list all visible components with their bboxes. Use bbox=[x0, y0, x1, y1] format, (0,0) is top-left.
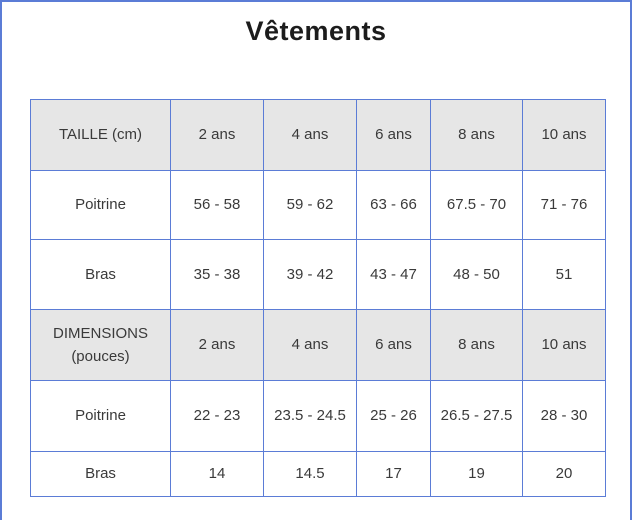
column-header: 6 ans bbox=[356, 99, 431, 171]
table-row-poitrine-cm: Poitrine 56 - 58 59 - 62 63 - 66 67.5 - … bbox=[30, 170, 606, 240]
column-header: 6 ans bbox=[356, 309, 431, 381]
table-cell: 14.5 bbox=[263, 451, 357, 497]
column-header: 8 ans bbox=[430, 99, 523, 171]
table-row-bras-cm: Bras 35 - 38 39 - 42 43 - 47 48 - 50 51 bbox=[30, 239, 606, 310]
table-row-bras-pouces: Bras 14 14.5 17 19 20 bbox=[30, 451, 606, 497]
column-header: 4 ans bbox=[263, 99, 357, 171]
row-label: Bras bbox=[30, 451, 171, 497]
row-label: Bras bbox=[30, 239, 171, 310]
table-cell: 28 - 30 bbox=[522, 380, 606, 452]
table-cell: 17 bbox=[356, 451, 431, 497]
row-label: Poitrine bbox=[30, 380, 171, 452]
table-cell: 43 - 47 bbox=[356, 239, 431, 310]
table-cell: 56 - 58 bbox=[170, 170, 264, 240]
page-title: Vêtements bbox=[245, 16, 387, 46]
table-cell: 25 - 26 bbox=[356, 380, 431, 452]
table-cell: 71 - 76 bbox=[522, 170, 606, 240]
table-cell: 51 bbox=[522, 239, 606, 310]
column-header: 2 ans bbox=[170, 309, 264, 381]
column-header: 10 ans bbox=[522, 99, 606, 171]
table-cell: 26.5 - 27.5 bbox=[430, 380, 523, 452]
table-cell: 35 - 38 bbox=[170, 239, 264, 310]
table-cell: 23.5 - 24.5 bbox=[263, 380, 357, 452]
row-label: Poitrine bbox=[30, 170, 171, 240]
section-header-label: TAILLE (cm) bbox=[30, 99, 171, 171]
section-header-label: DIMENSIONS (pouces) bbox=[30, 309, 171, 381]
table-cell: 22 - 23 bbox=[170, 380, 264, 452]
table-cell: 48 - 50 bbox=[430, 239, 523, 310]
table-cell: 19 bbox=[430, 451, 523, 497]
column-header: 4 ans bbox=[263, 309, 357, 381]
column-header: 10 ans bbox=[522, 309, 606, 381]
table-cell: 39 - 42 bbox=[263, 239, 357, 310]
table-cell: 67.5 - 70 bbox=[430, 170, 523, 240]
size-chart-table: TAILLE (cm) 2 ans 4 ans 6 ans 8 ans 10 a… bbox=[30, 99, 606, 497]
table-cell: 59 - 62 bbox=[263, 170, 357, 240]
table-cell: 20 bbox=[522, 451, 606, 497]
table-row-taille-header: TAILLE (cm) 2 ans 4 ans 6 ans 8 ans 10 a… bbox=[30, 99, 606, 171]
table-cell: 63 - 66 bbox=[356, 170, 431, 240]
column-header: 2 ans bbox=[170, 99, 264, 171]
column-header: 8 ans bbox=[430, 309, 523, 381]
table-row-dimensions-header: DIMENSIONS (pouces) 2 ans 4 ans 6 ans 8 … bbox=[30, 309, 606, 381]
table-row-poitrine-pouces: Poitrine 22 - 23 23.5 - 24.5 25 - 26 26.… bbox=[30, 380, 606, 452]
table-cell: 14 bbox=[170, 451, 264, 497]
